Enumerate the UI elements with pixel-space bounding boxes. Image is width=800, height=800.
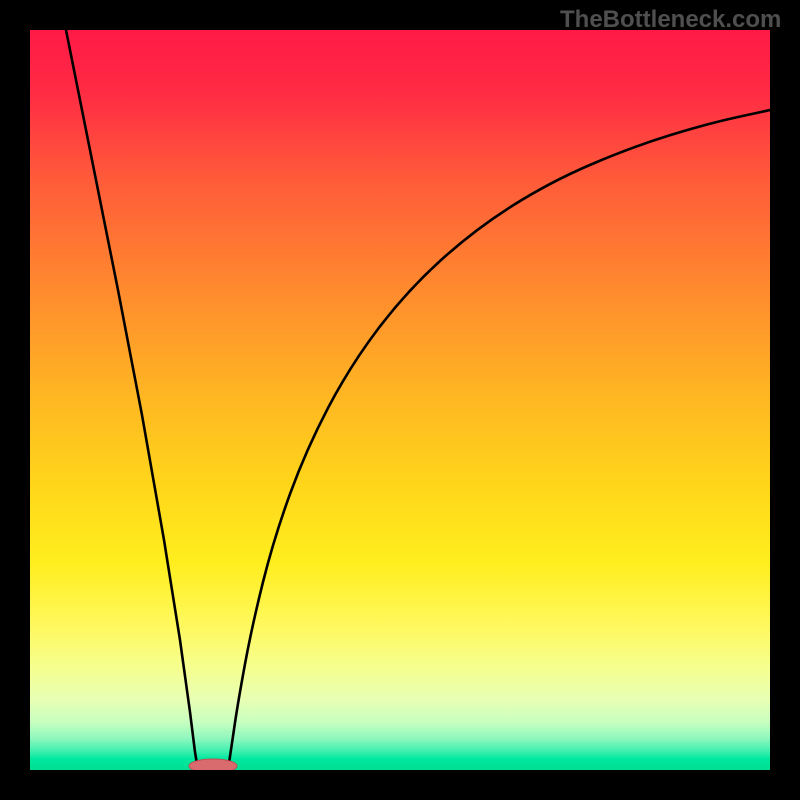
chart-inner xyxy=(30,30,770,770)
watermark-text: TheBottleneck.com xyxy=(560,6,781,34)
chart-gradient-background xyxy=(30,30,770,770)
